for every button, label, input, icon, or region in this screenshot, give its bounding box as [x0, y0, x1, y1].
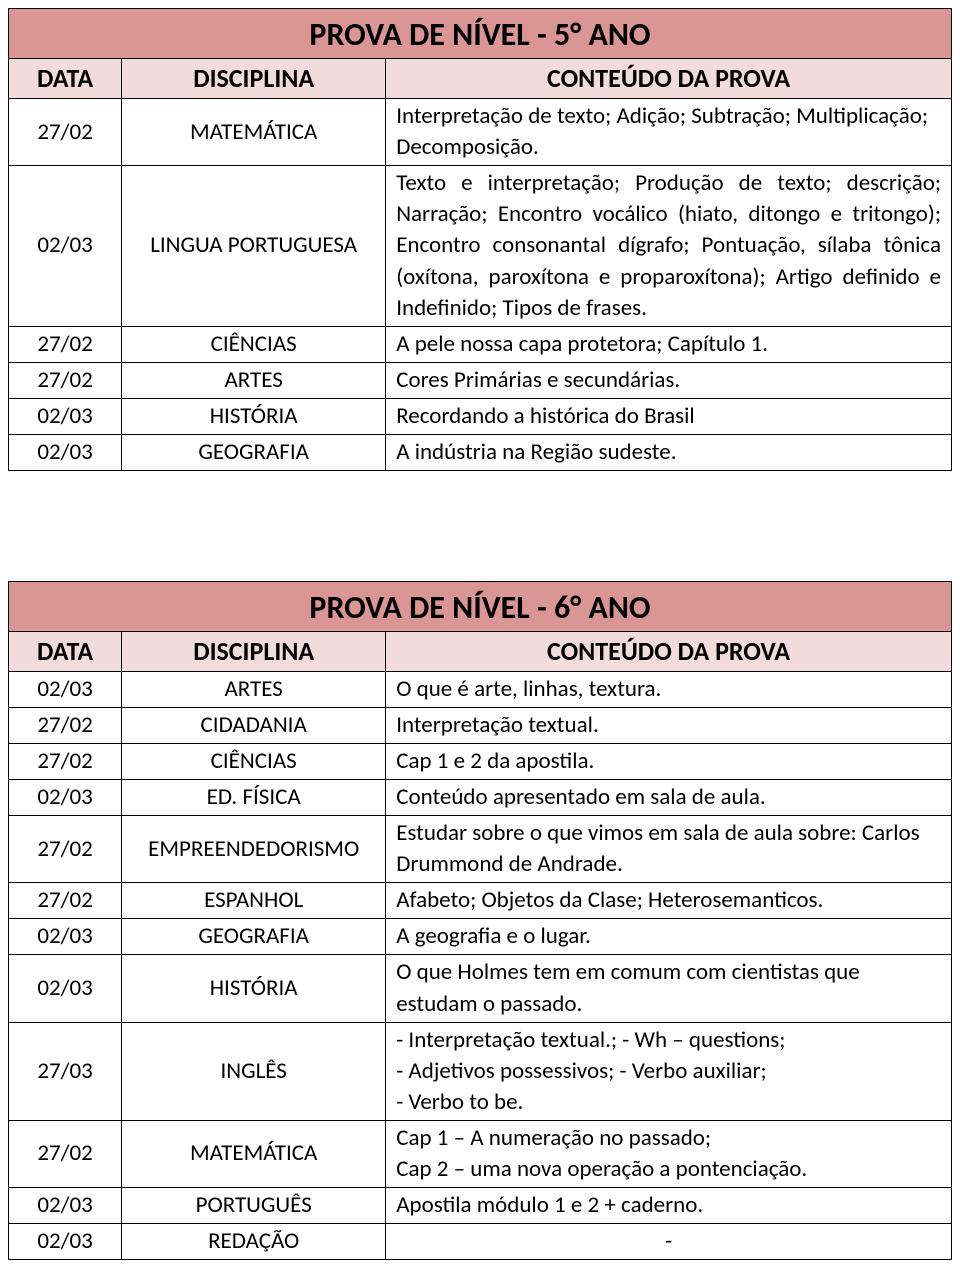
- cell-conteudo: Apostila módulo 1 e 2 + caderno.: [386, 1187, 952, 1223]
- cell-conteudo: A geografia e o lugar.: [386, 919, 952, 955]
- table-row: 02/03REDAÇÃO-: [9, 1223, 952, 1259]
- column-header-data: DATA: [9, 631, 122, 671]
- cell-disciplina: ARTES: [122, 672, 386, 708]
- table-row: 27/02ARTESCores Primárias e secundárias.: [9, 362, 952, 398]
- exam-table-0: PROVA DE NÍVEL - 5° ANODATADISCIPLINACON…: [8, 8, 952, 471]
- cell-disciplina: CIÊNCIAS: [122, 744, 386, 780]
- table-title-row: PROVA DE NÍVEL - 5° ANO: [9, 9, 952, 59]
- cell-disciplina: REDAÇÃO: [122, 1223, 386, 1259]
- cell-conteudo: Estudar sobre o que vimos em sala de aul…: [386, 816, 952, 883]
- cell-conteudo: Cap 1 e 2 da apostila.: [386, 744, 952, 780]
- cell-disciplina: MATEMÁTICA: [122, 99, 386, 166]
- cell-conteudo: Texto e interpretação; Produção de texto…: [386, 166, 952, 326]
- cell-disciplina: HISTÓRIA: [122, 955, 386, 1022]
- cell-data: 02/03: [9, 919, 122, 955]
- table-row: 02/03HISTÓRIARecordando a histórica do B…: [9, 398, 952, 434]
- table-row: 02/03GEOGRAFIAA geografia e o lugar.: [9, 919, 952, 955]
- cell-disciplina: ARTES: [122, 362, 386, 398]
- exam-table-1: PROVA DE NÍVEL - 6° ANODATADISCIPLINACON…: [8, 581, 952, 1260]
- cell-data: 02/03: [9, 1223, 122, 1259]
- table-header-row: DATADISCIPLINACONTEÚDO DA PROVA: [9, 631, 952, 671]
- cell-conteudo: Conteúdo apresentado em sala de aula.: [386, 780, 952, 816]
- table-row: 27/02CIÊNCIASCap 1 e 2 da apostila.: [9, 744, 952, 780]
- cell-disciplina: HISTÓRIA: [122, 398, 386, 434]
- table-row: 27/02CIDADANIAInterpretação textual.: [9, 708, 952, 744]
- table-title: PROVA DE NÍVEL - 6° ANO: [9, 581, 952, 631]
- cell-conteudo: Cores Primárias e secundárias.: [386, 362, 952, 398]
- tables-container: PROVA DE NÍVEL - 5° ANODATADISCIPLINACON…: [8, 8, 952, 1260]
- cell-data: 27/02: [9, 816, 122, 883]
- cell-disciplina: GEOGRAFIA: [122, 434, 386, 470]
- cell-conteudo: O que Holmes tem em comum com cientistas…: [386, 955, 952, 1022]
- cell-data: 27/02: [9, 708, 122, 744]
- cell-disciplina: EMPREENDEDORISMO: [122, 816, 386, 883]
- table-title-row: PROVA DE NÍVEL - 6° ANO: [9, 581, 952, 631]
- cell-data: 02/03: [9, 672, 122, 708]
- cell-disciplina: CIDADANIA: [122, 708, 386, 744]
- cell-data: 27/02: [9, 99, 122, 166]
- cell-disciplina: GEOGRAFIA: [122, 919, 386, 955]
- cell-disciplina: INGLÊS: [122, 1022, 386, 1120]
- cell-data: 27/02: [9, 883, 122, 919]
- cell-disciplina: LINGUA PORTUGUESA: [122, 166, 386, 326]
- cell-conteudo: Afabeto; Objetos da Clase; Heterosemanti…: [386, 883, 952, 919]
- table-row: 27/03INGLÊS - Interpretação textual.; - …: [9, 1022, 952, 1120]
- column-header-conteudo: CONTEÚDO DA PROVA: [386, 59, 952, 99]
- column-header-disciplina: DISCIPLINA: [122, 631, 386, 671]
- cell-data: 27/02: [9, 362, 122, 398]
- cell-data: 27/03: [9, 1022, 122, 1120]
- cell-conteudo: Recordando a histórica do Brasil: [386, 398, 952, 434]
- table-header-row: DATADISCIPLINACONTEÚDO DA PROVA: [9, 59, 952, 99]
- cell-disciplina: PORTUGUÊS: [122, 1187, 386, 1223]
- cell-data: 02/03: [9, 955, 122, 1022]
- cell-disciplina: MATEMÁTICA: [122, 1120, 386, 1187]
- cell-conteudo: Interpretação de texto; Adição; Subtraçã…: [386, 99, 952, 166]
- cell-disciplina: CIÊNCIAS: [122, 326, 386, 362]
- table-title: PROVA DE NÍVEL - 5° ANO: [9, 9, 952, 59]
- column-header-data: DATA: [9, 59, 122, 99]
- cell-conteudo: -: [386, 1223, 952, 1259]
- cell-conteudo: Cap 1 – A numeração no passado; Cap 2 – …: [386, 1120, 952, 1187]
- table-row: 02/03LINGUA PORTUGUESATexto e interpreta…: [9, 166, 952, 326]
- table-row: 02/03ED. FÍSICAConteúdo apresentado em s…: [9, 780, 952, 816]
- table-row: 02/03PORTUGUÊSApostila módulo 1 e 2 + ca…: [9, 1187, 952, 1223]
- cell-data: 02/03: [9, 398, 122, 434]
- table-row: 02/03GEOGRAFIAA indústria na Região sude…: [9, 434, 952, 470]
- cell-data: 02/03: [9, 166, 122, 326]
- cell-data: 27/02: [9, 1120, 122, 1187]
- cell-conteudo: Interpretação textual.: [386, 708, 952, 744]
- cell-data: 02/03: [9, 780, 122, 816]
- table-row: 27/02EMPREENDEDORISMOEstudar sobre o que…: [9, 816, 952, 883]
- table-row: 02/03ARTESO que é arte, linhas, textura.: [9, 672, 952, 708]
- cell-data: 02/03: [9, 434, 122, 470]
- column-header-conteudo: CONTEÚDO DA PROVA: [386, 631, 952, 671]
- table-row: 27/02MATEMÁTICAInterpretação de texto; A…: [9, 99, 952, 166]
- cell-conteudo: A pele nossa capa protetora; Capítulo 1.: [386, 326, 952, 362]
- cell-disciplina: ESPANHOL: [122, 883, 386, 919]
- table-row: 02/03HISTÓRIAO que Holmes tem em comum c…: [9, 955, 952, 1022]
- table-row: 27/02MATEMÁTICACap 1 – A numeração no pa…: [9, 1120, 952, 1187]
- cell-data: 02/03: [9, 1187, 122, 1223]
- cell-data: 27/02: [9, 326, 122, 362]
- table-row: 27/02ESPANHOLAfabeto; Objetos da Clase; …: [9, 883, 952, 919]
- cell-data: 27/02: [9, 744, 122, 780]
- column-header-disciplina: DISCIPLINA: [122, 59, 386, 99]
- cell-conteudo: A indústria na Região sudeste.: [386, 434, 952, 470]
- cell-conteudo: O que é arte, linhas, textura.: [386, 672, 952, 708]
- cell-conteudo: - Interpretação textual.; - Wh – questio…: [386, 1022, 952, 1120]
- cell-disciplina: ED. FÍSICA: [122, 780, 386, 816]
- table-row: 27/02CIÊNCIASA pele nossa capa protetora…: [9, 326, 952, 362]
